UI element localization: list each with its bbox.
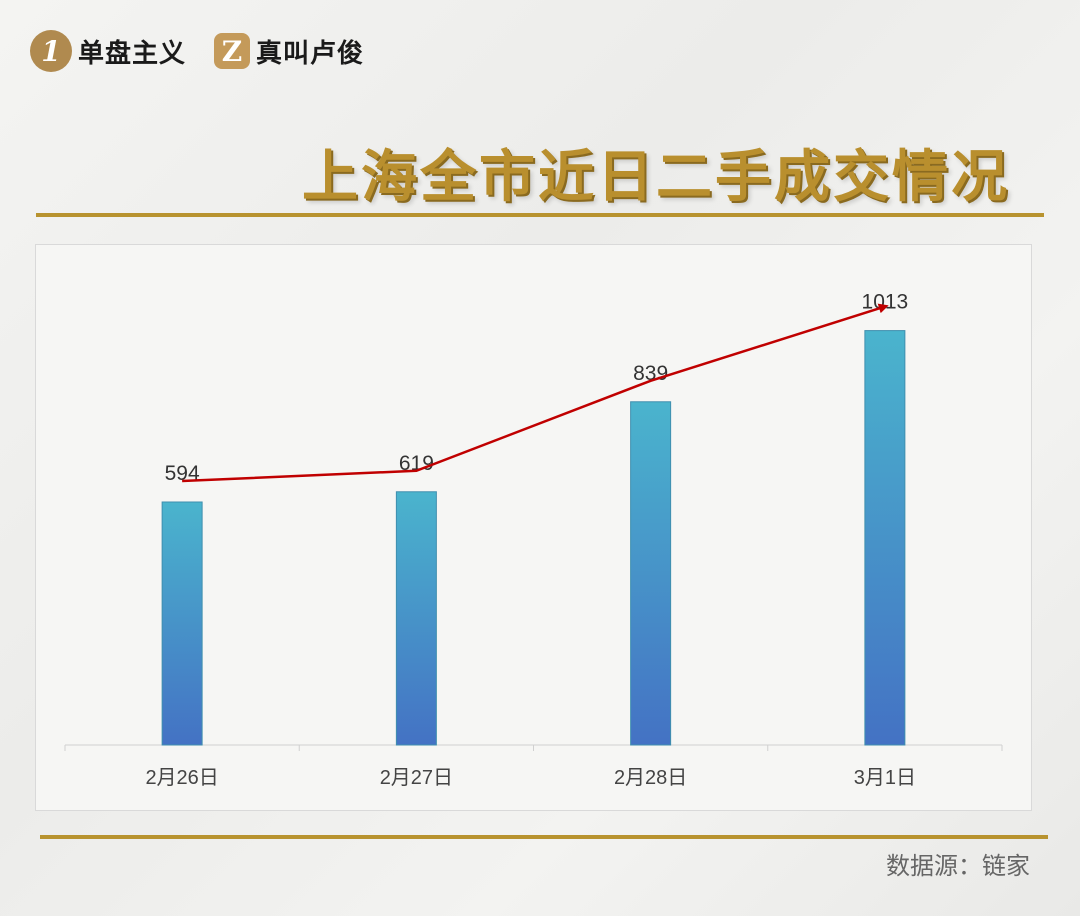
title-divider bbox=[36, 213, 1044, 217]
zhenjiao-label: 真叫卢俊 bbox=[256, 38, 365, 69]
brand-bar: 1 单盘主义 Z 真叫卢俊 bbox=[30, 30, 392, 72]
danpan-label: 单盘主义 bbox=[78, 38, 187, 69]
data-label-1: 619 bbox=[399, 452, 434, 475]
x-tick-label-2: 2月28日 bbox=[614, 767, 687, 789]
chart-panel: 594 2月26日 619 2月27日 839 2月28日 1013 3月1日 bbox=[35, 244, 1032, 811]
brand-zhenjiao: Z 真叫卢俊 bbox=[214, 33, 364, 70]
bar-2 bbox=[630, 401, 672, 746]
footer-divider bbox=[40, 835, 1048, 839]
bar-0 bbox=[161, 501, 203, 746]
page-title: 上海全市近日二手成交情况 bbox=[302, 144, 1010, 210]
bar-3 bbox=[864, 330, 906, 746]
source-note: 数据源：链家 bbox=[886, 852, 1030, 880]
data-label-0: 594 bbox=[165, 462, 200, 485]
trend-arrow bbox=[182, 303, 889, 483]
x-tick-label-1: 2月27日 bbox=[380, 767, 453, 789]
danpan-logo-icon: 1 bbox=[30, 30, 72, 72]
brand-danpan: 1 单盘主义 bbox=[30, 30, 186, 72]
data-label-3: 1013 bbox=[862, 291, 909, 314]
x-tick-label-0: 2月26日 bbox=[145, 767, 218, 789]
x-tick-label-3: 3月1日 bbox=[854, 767, 916, 789]
zhenjiao-logo-icon: Z bbox=[214, 33, 251, 69]
bar-1 bbox=[395, 491, 437, 746]
